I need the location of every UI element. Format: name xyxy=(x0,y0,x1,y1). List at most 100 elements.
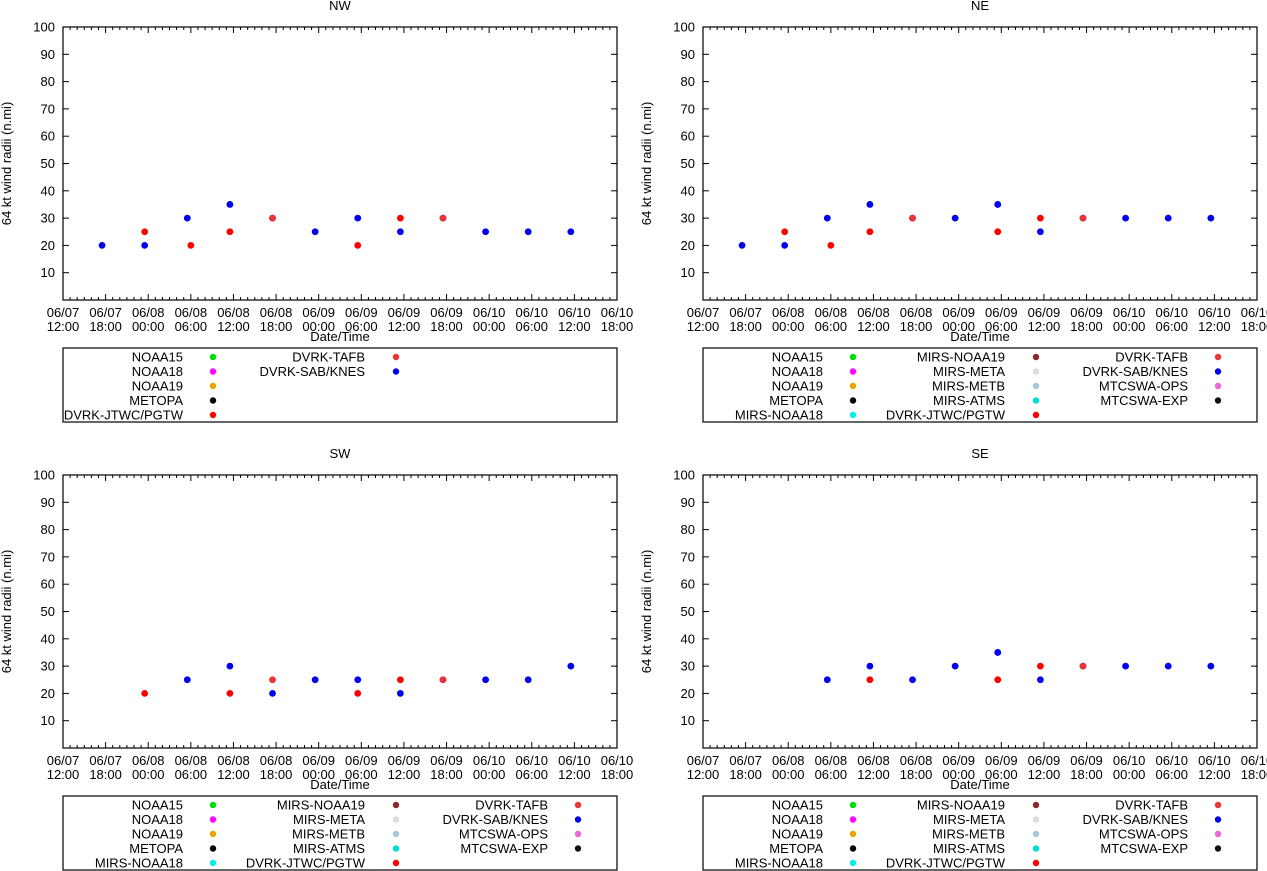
panel-title: NW xyxy=(329,0,351,13)
y-tick-label: 100 xyxy=(673,468,695,483)
x-tick-label: 06/10 06:00 xyxy=(515,305,548,334)
point-dvrk-sab-knes xyxy=(1207,214,1215,222)
legend-marker-mirs-noaa19 xyxy=(392,801,400,809)
legend-box xyxy=(62,795,618,871)
legend-label: DVRK-SAB/KNES xyxy=(1083,812,1189,827)
x-tick-label: 06/10 12:00 xyxy=(1198,305,1231,334)
y-tick-label: 30 xyxy=(41,211,55,226)
point-dvrk-sab-knes xyxy=(269,690,276,697)
legend-marker-noaa18 xyxy=(209,816,217,823)
legend-label: MIRS-METB xyxy=(932,379,1005,394)
point-dvrk-sab-knes xyxy=(226,662,234,670)
y-tick-label: 10 xyxy=(681,713,695,728)
point-dvrk-sab-knes xyxy=(1164,662,1172,670)
x-tick-label: 06/10 00:00 xyxy=(473,753,506,782)
legend-label: DVRK-JTWC/PGTW xyxy=(886,408,1006,423)
point-dvrk-sab-knes xyxy=(1122,214,1130,222)
x-tick-label: 06/09 06:00 xyxy=(345,753,378,782)
legend-marker-noaa19 xyxy=(849,382,857,390)
legend-label: METOPA xyxy=(129,393,183,408)
y-tick-label: 70 xyxy=(41,101,55,116)
x-tick-label: 06/09 12:00 xyxy=(1028,305,1061,334)
point-dvrk-jtwc-pgtw xyxy=(141,690,149,697)
y-tick-label: 100 xyxy=(33,20,55,35)
x-tick-label: 06/07 12:00 xyxy=(47,753,80,782)
point-dvrk-sab-knes xyxy=(141,242,149,249)
legend-label: DVRK-TAFB xyxy=(292,350,365,365)
panel-ne: NE 10 20 30 40 50 60 70 80 90 100 06/07 12:00 06/07 18… xyxy=(639,0,1267,423)
y-axis-label: 64 kt wind radii (n.mi) xyxy=(639,102,654,226)
legend-marker-mtcswa-exp xyxy=(1214,397,1222,404)
point-dvrk-sab-knes xyxy=(567,228,575,236)
legend-label: NOAA15 xyxy=(772,798,823,813)
point-dvrk-sab-knes xyxy=(226,201,234,208)
x-tick-label: 06/08 06:00 xyxy=(175,753,208,782)
legend-label: DVRK-JTWC/PGTW xyxy=(64,408,184,423)
legend-marker-mirs-metb xyxy=(1032,830,1040,838)
point-dvrk-sab-knes xyxy=(1164,214,1172,222)
y-tick-label: 50 xyxy=(41,156,55,171)
point-dvrk-sab-knes xyxy=(524,228,532,236)
x-tick-label: 06/10 06:00 xyxy=(1155,305,1188,334)
y-axis-label: 64 kt wind radii (n.mi) xyxy=(639,550,654,674)
point-dvrk-jtwc-pgtw xyxy=(866,228,874,236)
point-dvrk-sab-knes xyxy=(183,214,191,222)
legend-label: MTCSWA-OPS xyxy=(1099,827,1188,842)
x-tick-label: 06/09 12:00 xyxy=(388,305,421,334)
legend-label: METOPA xyxy=(129,841,183,856)
point-dvrk-jtwc-pgtw xyxy=(827,242,835,249)
legend-label: MTCSWA-OPS xyxy=(1099,379,1188,394)
x-tick-label: 06/08 18:00 xyxy=(900,753,933,782)
panel-nw: NW 10 20 30 40 50 60 70 80 90 100 06/07 12:00 06/07 18… xyxy=(0,0,633,423)
legend-marker-noaa15 xyxy=(209,353,217,361)
plot-frame xyxy=(702,474,1258,749)
legend-marker-mtcswa-ops xyxy=(1214,382,1222,390)
legend-label: MTCSWA-EXP xyxy=(460,841,548,856)
point-dvrk-jtwc-pgtw xyxy=(994,228,1002,236)
x-axis-label: Date/Time xyxy=(310,777,369,792)
legend-marker-dvrk-tafb xyxy=(392,353,400,361)
y-tick-label: 20 xyxy=(41,238,55,253)
x-tick-label: 06/08 06:00 xyxy=(815,305,848,334)
legend-marker-dvrk-sab-knes xyxy=(1214,368,1222,375)
point-dvrk-sab-knes xyxy=(823,676,831,684)
point-dvrk-sab-knes xyxy=(909,676,916,684)
x-tick-label: 06/08 00:00 xyxy=(132,753,165,782)
y-axis-label: 64 kt wind radii (n.mi) xyxy=(0,102,14,226)
x-tick-label: 06/07 18:00 xyxy=(89,305,122,334)
legend-label: NOAA19 xyxy=(132,379,183,394)
legend-label: MIRS-ATMS xyxy=(933,393,1005,408)
legend-marker-dvrk-jtwc-pgtw xyxy=(1032,859,1040,867)
point-dvrk-sab-knes xyxy=(482,228,490,236)
legend-marker-noaa18 xyxy=(209,368,217,375)
x-tick-label: 06/08 06:00 xyxy=(815,753,848,782)
legend-marker-dvrk-jtwc-pgtw xyxy=(1032,411,1040,419)
x-tick-label: 06/08 12:00 xyxy=(217,305,250,334)
legend-marker-metopa xyxy=(209,845,217,852)
legend-marker-noaa19 xyxy=(849,830,857,838)
point-dvrk-sab-knes xyxy=(311,228,319,236)
x-tick-label: 06/10 12:00 xyxy=(558,305,591,334)
legend-label: MIRS-NOAA19 xyxy=(917,350,1005,365)
legend-label: DVRK-SAB/KNES xyxy=(443,812,549,827)
plot-frame xyxy=(62,474,618,749)
x-tick-label: 06/09 00:00 xyxy=(942,753,975,782)
y-tick-label: 10 xyxy=(41,265,55,280)
legend-marker-dvrk-sab-knes xyxy=(574,816,582,823)
legend-label: DVRK-SAB/KNES xyxy=(260,364,366,379)
legend-label: NOAA15 xyxy=(772,350,823,365)
point-dvrk-sab-knes xyxy=(354,676,362,684)
x-tick-label: 06/07 18:00 xyxy=(89,753,122,782)
point-dvrk-sab-knes xyxy=(567,662,575,670)
legend-label: MIRS-NOAA18 xyxy=(95,856,183,871)
y-tick-label: 60 xyxy=(41,129,55,144)
legend-marker-mirs-atms xyxy=(1032,397,1040,404)
legend-label: MIRS-ATMS xyxy=(293,841,365,856)
point-dvrk-sab-knes xyxy=(866,201,874,208)
x-tick-label: 06/09 18:00 xyxy=(430,753,463,782)
legend-marker-mirs-atms xyxy=(1032,845,1040,852)
x-tick-label: 06/07 12:00 xyxy=(47,305,80,334)
